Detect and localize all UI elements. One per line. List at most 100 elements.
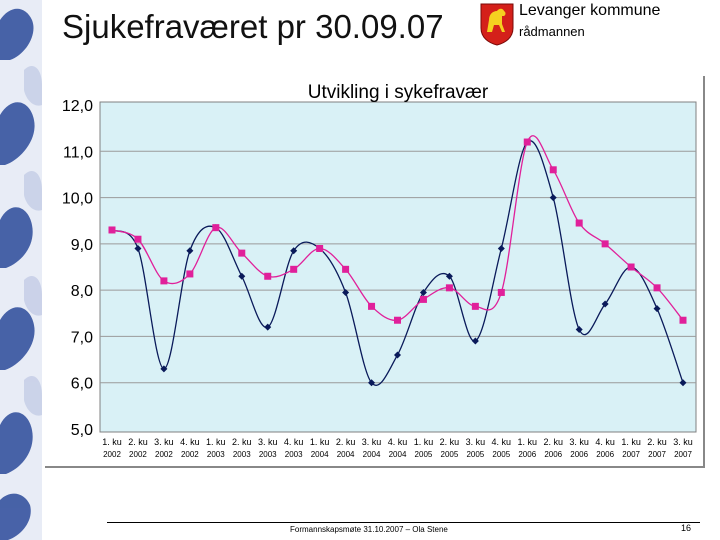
x-tick-year-label: 2006 xyxy=(570,450,588,459)
x-tick-year-label: 2004 xyxy=(337,450,355,459)
x-tick-year-label: 2004 xyxy=(363,450,381,459)
y-tick-label: 7,0 xyxy=(71,329,93,346)
x-tick-label: 4. ku xyxy=(284,437,304,447)
x-tick-label: 4. ku xyxy=(388,437,408,447)
x-tick-label: 2. ku xyxy=(440,437,460,447)
x-tick-year-label: 2003 xyxy=(259,450,277,459)
page-number: 16 xyxy=(681,523,692,533)
chart-title: Utvikling i sykefravær xyxy=(308,82,489,103)
y-tick-label: 6,0 xyxy=(71,376,93,393)
series-2-point xyxy=(264,272,272,280)
x-tick-label: 3. ku xyxy=(466,437,486,447)
series-2-point xyxy=(627,263,635,271)
series-2-point xyxy=(679,316,687,324)
series-2-point xyxy=(653,284,661,292)
x-tick-label: 3. ku xyxy=(673,437,693,447)
series-2-point xyxy=(212,224,220,232)
x-tick-label: 3. ku xyxy=(258,437,278,447)
x-tick-label: 4. ku xyxy=(595,437,615,447)
x-tick-label: 1. ku xyxy=(414,437,434,447)
series-2-point xyxy=(238,249,246,257)
x-tick-year-label: 2002 xyxy=(129,450,147,459)
sick-leave-line-chart: Utvikling i sykefravær 12,0 11,0 10,0 9,0 8,… xyxy=(62,82,697,459)
series-2-point xyxy=(471,302,479,310)
series-2-point xyxy=(419,295,427,303)
x-tick-label: 4. ku xyxy=(180,437,200,447)
series-1-point xyxy=(394,351,401,359)
x-tick-year-label: 2003 xyxy=(207,450,225,459)
x-tick-year-label: 2007 xyxy=(622,450,640,459)
series-2-point xyxy=(575,219,583,227)
series-1-point xyxy=(186,247,194,255)
slide-title: Sjukefraværet pr 30.09.07 xyxy=(62,8,444,45)
series-1-point xyxy=(238,272,246,280)
series-1-point xyxy=(653,305,661,313)
footer-text: Formannskapsmøte 31.10.2007 – Ola Stene xyxy=(290,525,448,534)
x-tick-label: 1. ku xyxy=(310,437,330,447)
x-tick-label: 1. ku xyxy=(102,437,122,447)
series-1-point xyxy=(342,288,350,296)
series-2-point xyxy=(549,166,557,174)
x-tick-year-label: 2006 xyxy=(596,450,614,459)
footer-divider xyxy=(107,522,700,523)
series-2-point xyxy=(445,284,453,292)
series-2-point xyxy=(601,240,609,248)
x-tick-year-label: 2002 xyxy=(181,450,199,459)
series-1-point xyxy=(549,194,557,202)
x-tick-label: 3. ku xyxy=(154,437,174,447)
series-2-point xyxy=(523,138,531,146)
municipality-crest-icon xyxy=(480,3,514,46)
x-tick-year-label: 2002 xyxy=(155,450,173,459)
series-2-point xyxy=(134,235,142,243)
x-tick-label: 1. ku xyxy=(518,437,538,447)
y-tick-label: 10,0 xyxy=(62,191,93,208)
x-tick-year-label: 2003 xyxy=(233,450,251,459)
x-tick-label: 3. ku xyxy=(362,437,382,447)
series-2-point xyxy=(108,226,116,234)
x-tick-year-label: 2007 xyxy=(674,450,692,459)
series-1-point xyxy=(601,300,609,308)
chart-frame: Utvikling i sykefravær 12,0 11,0 10,0 9,0 8,… xyxy=(45,76,705,468)
series-1-point xyxy=(471,337,479,345)
series-2-point xyxy=(186,270,194,278)
x-tick-year-label: 2003 xyxy=(285,450,303,459)
x-tick-year-label: 2005 xyxy=(492,450,510,459)
x-tick-year-label: 2002 xyxy=(103,450,121,459)
y-tick-label: 5,0 xyxy=(71,422,93,439)
x-tick-year-label: 2004 xyxy=(311,450,329,459)
series-1-point xyxy=(368,379,376,387)
x-tick-label: 2. ku xyxy=(647,437,667,447)
x-tick-year-label: 2006 xyxy=(544,450,562,459)
x-tick-year-label: 2005 xyxy=(466,450,484,459)
x-tick-year-label: 2005 xyxy=(415,450,433,459)
x-tick-label: 4. ku xyxy=(492,437,512,447)
series-1-point xyxy=(679,379,687,387)
x-tick-year-label: 2004 xyxy=(389,450,407,459)
plot-area xyxy=(99,101,697,433)
x-tick-year-label: 2006 xyxy=(518,450,536,459)
series-1-point xyxy=(445,272,453,280)
series-2-point xyxy=(160,277,168,285)
x-tick-year-label: 2007 xyxy=(648,450,666,459)
series-1-point xyxy=(264,323,272,331)
series-1-point xyxy=(290,247,298,255)
y-tick-label: 9,0 xyxy=(71,237,93,254)
series-2-point xyxy=(394,316,401,324)
series-2-point xyxy=(342,265,350,273)
x-tick-label: 2. ku xyxy=(128,437,148,447)
series-1-point xyxy=(497,244,505,252)
series-2-point xyxy=(290,265,298,273)
y-tick-label: 8,0 xyxy=(71,283,93,300)
x-tick-label: 2. ku xyxy=(232,437,252,447)
x-tick-label: 1. ku xyxy=(621,437,641,447)
series-2-point xyxy=(497,288,505,296)
x-tick-label: 3. ku xyxy=(569,437,589,447)
series-1-point xyxy=(160,365,168,373)
x-tick-year-label: 2005 xyxy=(441,450,459,459)
series-2-line xyxy=(111,135,684,321)
x-tick-label: 1. ku xyxy=(206,437,226,447)
series-1-point xyxy=(419,288,427,296)
x-tick-label: 2. ku xyxy=(543,437,563,447)
series-1-point xyxy=(575,325,583,333)
organization-name: Levanger kommune xyxy=(519,2,661,19)
